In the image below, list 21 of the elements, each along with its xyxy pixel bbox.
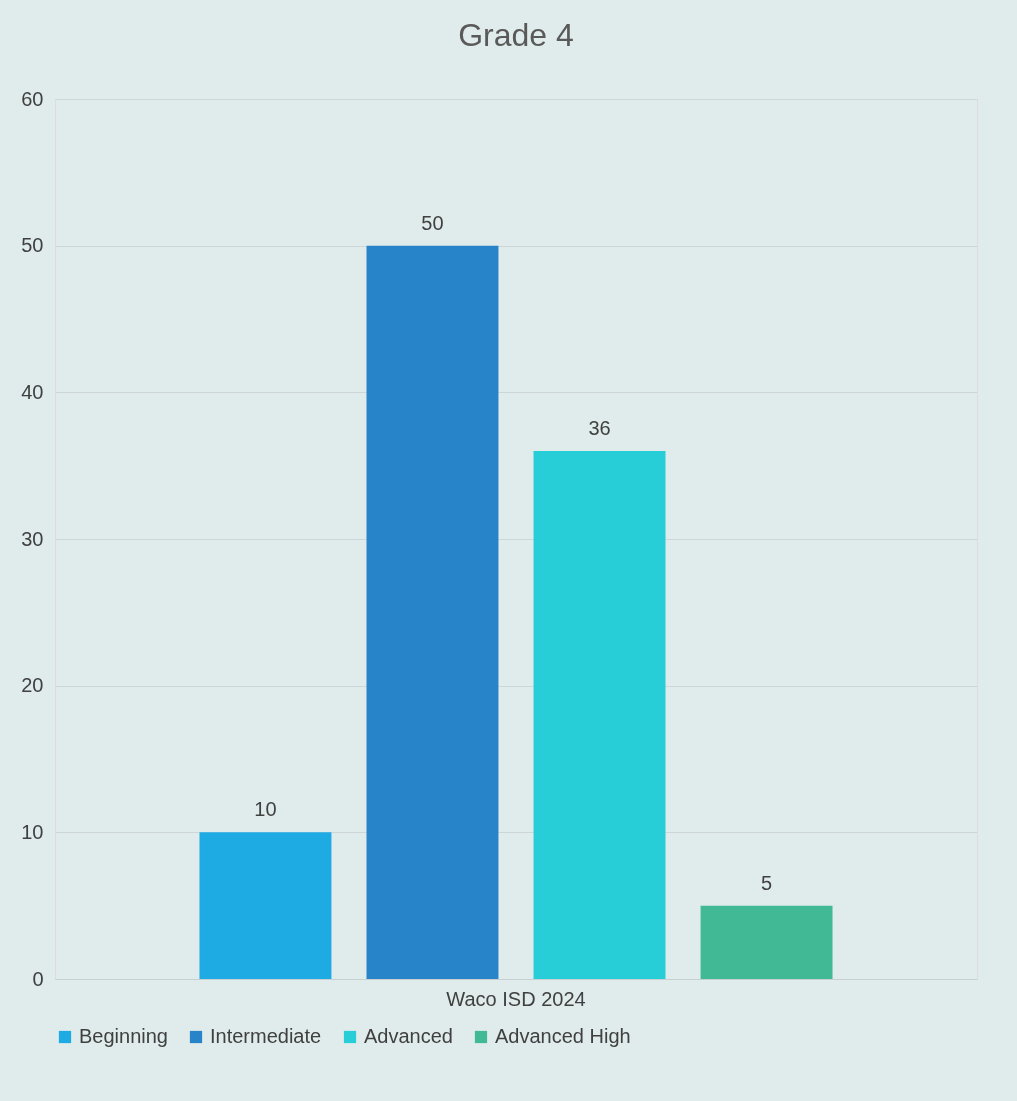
y-tick-label: 20 <box>21 674 44 697</box>
y-tick-label: 60 <box>21 87 44 110</box>
y-tick-label: 30 <box>21 527 44 550</box>
data-label: 5 <box>760 871 773 894</box>
y-tick-label: 10 <box>21 820 44 843</box>
chart-title: Grade 4 <box>458 17 574 53</box>
legend-label: Beginning <box>79 1025 168 1047</box>
y-tick-label: 40 <box>21 380 44 403</box>
legend-label: Advanced High <box>495 1025 631 1047</box>
legend-label: Intermediate <box>210 1025 322 1047</box>
y-tick-label: 50 <box>21 234 44 257</box>
legend-label: Advanced <box>364 1025 453 1047</box>
x-tick-label: Waco ISD 2024 <box>446 987 586 1010</box>
data-label: 50 <box>421 211 444 234</box>
bar <box>700 905 833 979</box>
y-tick-label: 0 <box>32 967 44 990</box>
bar <box>366 245 499 979</box>
data-label: 10 <box>254 798 277 821</box>
bar <box>533 451 666 979</box>
bar <box>199 832 332 979</box>
data-label: 36 <box>588 417 611 439</box>
